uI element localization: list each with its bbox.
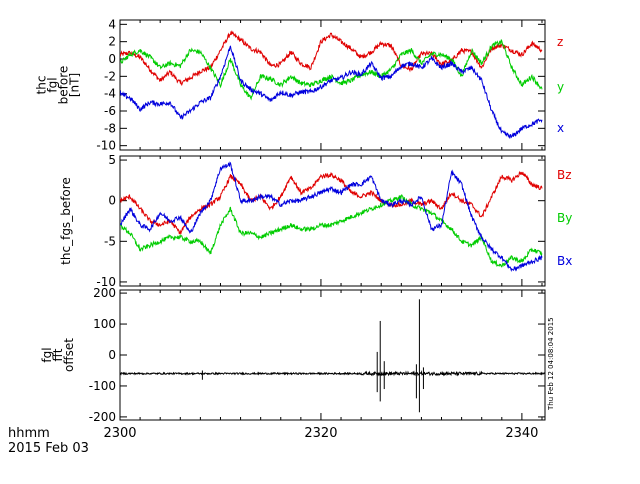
series-line xyxy=(120,39,543,101)
legend-Bx: Bx xyxy=(557,254,572,268)
panel-2: -10 -5 0 5 thc_fgs_before Bz By Bx xyxy=(59,153,572,289)
panel-frame xyxy=(119,155,546,287)
series-line xyxy=(120,45,543,139)
y-axis-label: fgl xyxy=(40,347,54,362)
y-tick-label: -8 xyxy=(104,121,116,135)
y-tick-label: 200 xyxy=(93,286,116,300)
series-line xyxy=(120,193,543,268)
legend-z: z xyxy=(557,35,563,49)
series-line xyxy=(120,161,543,273)
y-axis-label: before xyxy=(57,66,71,105)
y-tick-label: 4 xyxy=(108,17,116,31)
y-tick-label: 0 xyxy=(108,194,116,208)
y-tick-label: 0 xyxy=(108,52,116,66)
series-line xyxy=(120,370,545,377)
y-tick-label: 2 xyxy=(108,35,116,49)
y-tick-label: -10 xyxy=(96,275,116,289)
y-tick-label: -10 xyxy=(96,139,116,153)
y-tick-label: 0 xyxy=(108,348,116,362)
x-label-date: 2015 Feb 03 xyxy=(8,441,89,456)
y-tick-label: -4 xyxy=(104,87,116,101)
generated-stamp: Thu Feb 12 04:08:04 2015 xyxy=(547,317,555,411)
data-area xyxy=(120,29,543,139)
y-tick-label: -200 xyxy=(89,410,116,424)
y-tick-label: 5 xyxy=(108,153,116,167)
series-line xyxy=(120,29,543,87)
x-label-time: hhmm xyxy=(8,426,50,441)
y-axis-label: offset xyxy=(62,338,76,372)
y-tick-label: -2 xyxy=(104,69,116,83)
legend-x: x xyxy=(557,121,564,135)
x-tick-label: 2300 xyxy=(103,426,136,441)
x-tick-label: 2320 xyxy=(304,426,337,441)
panels: -10-8-6-4-2024thcfglbefore[nT]zyx-10-505… xyxy=(35,17,573,441)
y-tick-label: -5 xyxy=(104,234,116,248)
legend-y: y xyxy=(557,80,564,94)
y-axis-label: [nT] xyxy=(68,73,82,97)
y-tick-label: -100 xyxy=(89,379,116,393)
y-axis-label: fgl xyxy=(46,77,60,92)
y-axis-label: fft xyxy=(51,348,65,361)
panel-frame xyxy=(119,19,546,151)
panel-frame xyxy=(119,289,546,421)
x-tick-label: 2340 xyxy=(505,426,538,441)
legend-By: By xyxy=(557,211,572,225)
y-tick-label: -6 xyxy=(104,104,116,118)
y-tick-label: 100 xyxy=(93,317,116,331)
data-area xyxy=(120,299,545,413)
y-axis-label: thc xyxy=(35,76,49,95)
y-axis-label: thc_fgs_before xyxy=(59,177,73,265)
series-line xyxy=(120,170,543,235)
data-area xyxy=(120,161,543,273)
legend-Bz: Bz xyxy=(557,168,572,182)
